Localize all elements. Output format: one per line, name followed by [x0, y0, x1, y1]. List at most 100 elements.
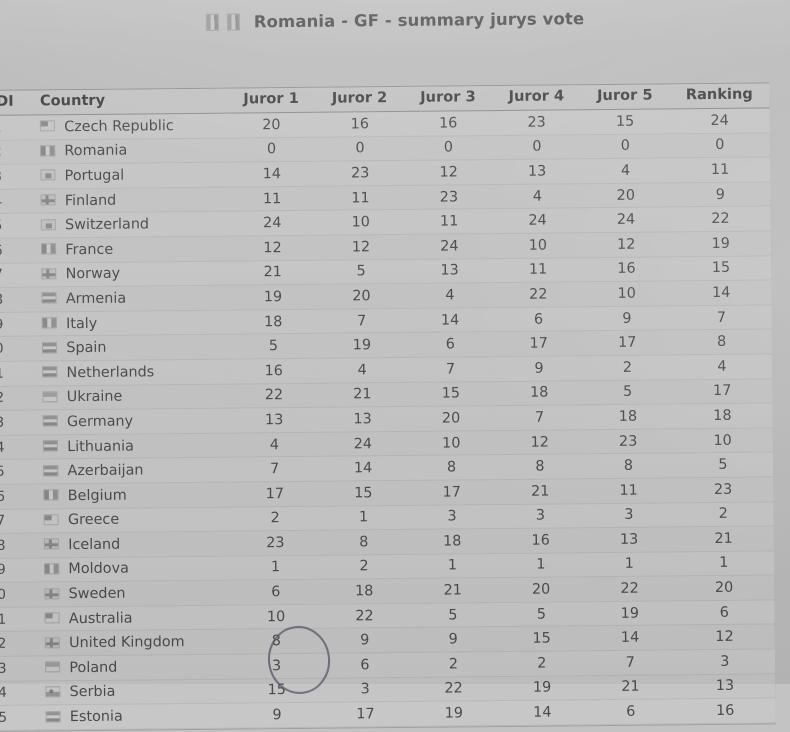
row-juror-3: 8 [407, 454, 496, 481]
row-code: 24 [0, 680, 36, 706]
row-juror-4: 24 [493, 208, 582, 234]
row-juror-2: 12 [316, 234, 406, 260]
row-juror-5: 17 [582, 330, 672, 356]
row-code: 01 [0, 115, 31, 141]
page-title: Romania - GF - summary jurys vote [0, 6, 790, 34]
row-country: Serbia [35, 678, 233, 706]
row-country: Moldova [34, 555, 232, 583]
row-juror-2: 19 [317, 332, 407, 359]
row-country: Armenia [31, 285, 229, 312]
row-code: 16 [0, 483, 34, 510]
row-ranking: 1 [673, 550, 775, 577]
spain-flag-icon [42, 341, 58, 354]
row-ranking: 19 [670, 230, 772, 257]
row-juror-4: 21 [495, 478, 585, 505]
row-country: Romania [30, 137, 228, 165]
row-ranking: 16 [674, 698, 776, 724]
row-juror-3: 18 [407, 528, 497, 555]
row-juror-2: 1 [319, 504, 408, 531]
row-ranking: 8 [671, 329, 773, 355]
row-juror-5: 5 [583, 379, 673, 405]
row-juror-2: 6 [320, 652, 410, 678]
row-juror-2: 17 [321, 701, 410, 728]
sweden-flag-icon [44, 587, 60, 599]
row-ranking: 10 [672, 427, 774, 454]
row-juror-5: 13 [584, 526, 674, 553]
row-juror-1: 6 [231, 579, 321, 605]
country-name: Romania [64, 142, 128, 160]
row-juror-2: 3 [320, 677, 410, 703]
column-header-country[interactable]: Country [29, 88, 228, 116]
germany-flag-icon [42, 415, 59, 427]
column-header-juror-4[interactable]: Juror 4 [492, 85, 581, 111]
row-juror-5: 18 [583, 403, 673, 430]
row-ranking: 15 [670, 255, 772, 282]
row-juror-3: 0 [404, 135, 493, 161]
jury-vote-table: ODI Country Juror 1 Juror 2 Juror 3 Juro… [0, 83, 776, 731]
row-juror-2: 15 [318, 480, 408, 506]
row-juror-4: 23 [492, 109, 581, 136]
row-juror-4: 3 [496, 503, 585, 529]
row-country: Norway [31, 260, 229, 288]
row-ranking: 6 [673, 599, 775, 626]
row-ranking: 14 [670, 280, 772, 306]
row-juror-1: 16 [229, 358, 319, 384]
row-country: Finland [30, 186, 228, 214]
row-code: 05 [0, 213, 32, 239]
romania-flag-icon [40, 145, 56, 157]
row-juror-5: 19 [585, 600, 675, 627]
row-country: United Kingdom [34, 629, 233, 657]
row-juror-3: 6 [406, 331, 495, 358]
country-name: Finland [64, 192, 117, 209]
row-code: 14 [0, 434, 34, 460]
column-header-juror-1[interactable]: Juror 1 [226, 87, 316, 114]
row-juror-1: 24 [227, 210, 317, 237]
row-juror-3: 9 [408, 627, 498, 653]
row-juror-4: 5 [497, 601, 586, 628]
netherlands-flag-icon [42, 366, 58, 378]
row-juror-3: 14 [405, 307, 495, 333]
row-juror-4: 4 [493, 183, 582, 209]
row-juror-5: 15 [580, 108, 670, 135]
row-country: Lithuania [33, 432, 231, 460]
row-juror-1: 22 [229, 382, 319, 409]
moldova-flag-icon [44, 563, 60, 575]
row-juror-3: 7 [406, 356, 495, 382]
row-country: Poland [35, 654, 233, 681]
column-header-odi[interactable]: ODI [0, 90, 31, 116]
row-ranking: 24 [669, 107, 770, 134]
portugal-flag-icon [40, 169, 56, 181]
azerbaijan-flag-icon [43, 464, 59, 477]
column-header-ranking[interactable]: Ranking [668, 83, 770, 109]
row-juror-5: 2 [583, 354, 672, 381]
country-name: Serbia [69, 684, 116, 701]
photographed-screen: Romania - GF - summary jurys vote ODI Co… [0, 0, 790, 684]
row-ranking: 5 [672, 452, 774, 478]
row-country: Switzerland [30, 211, 229, 238]
row-country: Czech Republic [30, 113, 228, 140]
row-juror-4: 14 [497, 699, 587, 726]
row-juror-4: 2 [497, 650, 587, 677]
country-name: Netherlands [66, 364, 155, 381]
column-header-juror-2[interactable]: Juror 2 [315, 86, 404, 113]
row-juror-1: 10 [231, 604, 321, 630]
row-juror-1: 21 [228, 259, 318, 286]
row-juror-1: 11 [227, 186, 317, 212]
row-juror-3: 10 [406, 430, 496, 456]
row-juror-5: 12 [581, 231, 671, 258]
row-juror-2: 2 [319, 554, 409, 580]
row-ranking: 4 [671, 353, 773, 380]
column-header-juror-5[interactable]: Juror 5 [580, 84, 670, 110]
row-juror-1: 3 [232, 653, 321, 679]
row-code: 19 [0, 557, 35, 583]
row-juror-5: 9 [582, 305, 672, 332]
row-juror-5: 16 [582, 256, 671, 282]
row-country: France [31, 236, 229, 263]
row-juror-4: 15 [497, 626, 586, 652]
row-code: 08 [0, 287, 32, 313]
row-juror-4: 9 [494, 355, 584, 382]
column-header-juror-3[interactable]: Juror 3 [403, 86, 493, 112]
row-code: 13 [0, 410, 34, 436]
row-juror-5: 14 [585, 625, 675, 651]
row-country: Estonia [35, 703, 233, 730]
